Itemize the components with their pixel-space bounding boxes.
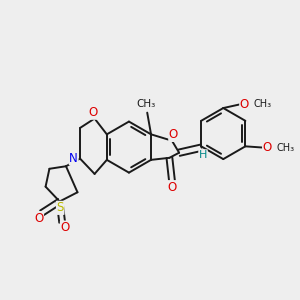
Text: O: O (262, 141, 272, 154)
Text: O: O (34, 212, 44, 225)
Text: N: N (69, 152, 78, 164)
Text: S: S (56, 201, 64, 214)
Text: O: O (240, 98, 249, 111)
Text: H: H (199, 150, 207, 160)
Text: CH₃: CH₃ (277, 142, 295, 153)
Text: CH₃: CH₃ (254, 99, 272, 109)
Text: CH₃: CH₃ (136, 99, 155, 109)
Text: O: O (169, 128, 178, 141)
Text: O: O (60, 221, 70, 234)
Text: O: O (167, 181, 177, 194)
Text: O: O (88, 106, 98, 119)
